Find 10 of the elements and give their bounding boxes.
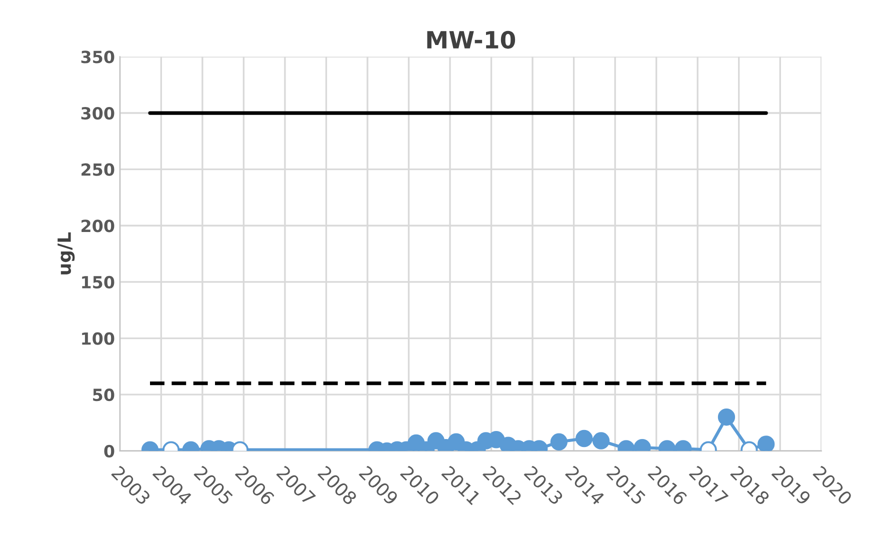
- y-tick-label: 300: [81, 106, 114, 120]
- y-tick-label: 250: [82, 163, 114, 176]
- y-tick-label: 350: [81, 50, 114, 64]
- y-axis-title: ug/L: [58, 232, 75, 274]
- y-tick-label: 150: [82, 276, 114, 289]
- y-tick-label: 50: [93, 388, 114, 402]
- y-tick-label: 100: [82, 332, 114, 345]
- y-tick-label: 0: [104, 444, 114, 458]
- chart-title: MW-10: [427, 30, 516, 49]
- y-tick-label: 200: [82, 220, 114, 232]
